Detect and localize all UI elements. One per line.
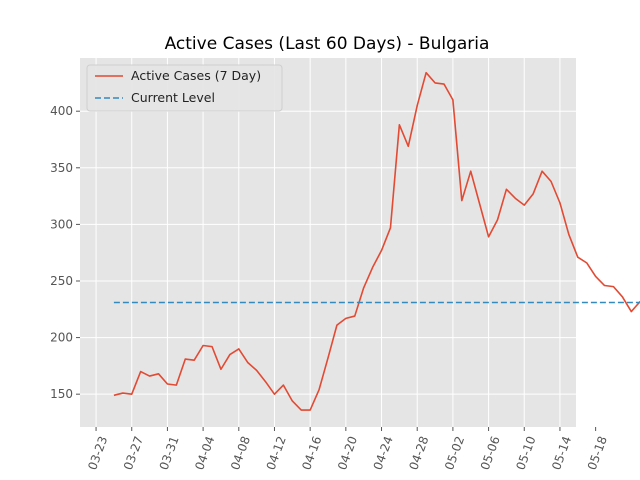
x-tick-label: 04-04 (192, 434, 217, 472)
x-tick-label: 04-16 (299, 434, 324, 472)
plot-area (80, 58, 576, 427)
chart-title: Active Cases (Last 60 Days) - Bulgaria (165, 34, 490, 54)
x-tick-label: 05-06 (478, 434, 503, 472)
x-tick-label: 05-18 (585, 434, 610, 472)
x-tick-label: 04-12 (264, 434, 289, 472)
x-tick-label: 03-23 (85, 434, 110, 472)
x-tick-label: 04-08 (228, 434, 253, 472)
x-tick-label: 04-28 (406, 434, 431, 472)
y-tick-label: 350 (50, 161, 73, 175)
y-tick-label: 250 (50, 274, 73, 288)
y-axis: 150 200 250 300 350 400 (50, 104, 80, 401)
x-tick-label: 04-20 (335, 434, 360, 472)
x-tick-label: 05-14 (549, 434, 574, 472)
legend-box (86, 64, 283, 112)
x-tick-label: 03-31 (157, 434, 182, 472)
x-tick-label: 05-02 (442, 434, 467, 472)
x-tick-label: 04-24 (371, 434, 396, 472)
x-tick-label: 03-27 (121, 434, 146, 472)
y-tick-label: 150 (50, 387, 73, 401)
y-tick-label: 200 (50, 331, 73, 345)
legend-label-current-level: Current Level (131, 90, 215, 105)
y-tick-label: 400 (50, 104, 73, 118)
series-layer (113, 71, 640, 411)
series-line-active-cases (113, 71, 640, 411)
y-tick-label: 300 (50, 217, 73, 231)
x-tick-label: 05-10 (513, 434, 538, 472)
legend: Active Cases (7 Day) Current Level (86, 64, 283, 112)
legend-label-active-cases: Active Cases (7 Day) (131, 68, 261, 83)
x-axis: 03-23 03-27 03-31 04-04 04-08 04-12 04-16 04-20… (85, 427, 610, 472)
